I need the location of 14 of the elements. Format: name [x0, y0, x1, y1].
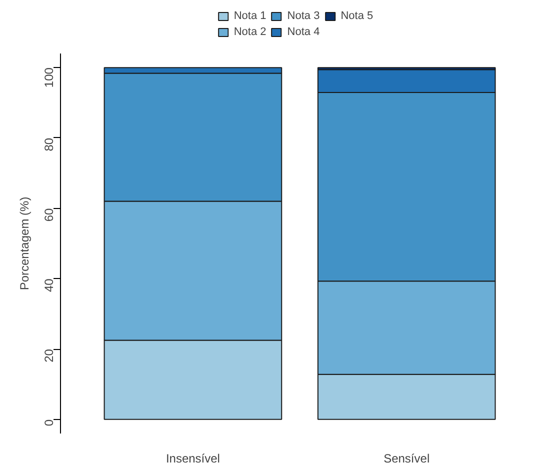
legend-label: Nota 3	[287, 10, 320, 22]
y-tick-label: 80	[42, 138, 56, 152]
legend-label: Nota 1	[234, 10, 266, 22]
y-tick-label: 0	[42, 419, 56, 426]
legend-label: Nota 5	[340, 10, 374, 22]
x-tick-label: Sensível	[384, 452, 430, 466]
x-tick-label: Insensível	[166, 452, 220, 466]
legend-label: Nota 4	[287, 26, 320, 38]
legend-label: Nota 2	[234, 26, 266, 38]
y-axis-title: Porcentagem (%)	[18, 196, 32, 290]
y-tick-label: 100	[42, 67, 56, 88]
y-tick-label: 20	[42, 348, 56, 362]
y-tick-label: 40	[42, 278, 56, 292]
y-tick-label: 60	[42, 208, 56, 222]
